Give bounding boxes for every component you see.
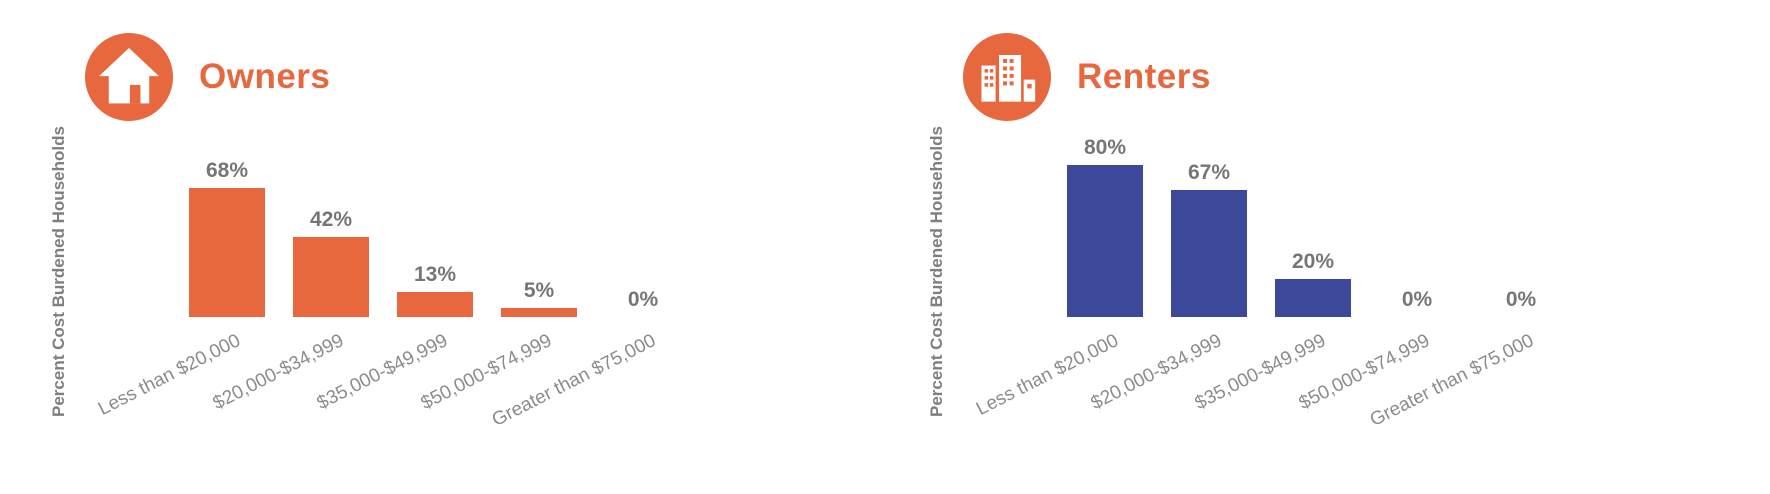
bar-value-label: 68% — [205, 158, 249, 182]
bar-column: 0% Greater than $75,000 — [1367, 288, 1538, 431]
bar-value-label: 0% — [627, 288, 659, 311]
house-icon — [85, 33, 173, 121]
bar-column: 20% $35,000-$49,999 — [1192, 117, 1365, 414]
bar-column: 42% $20,000-$34,999 — [210, 117, 383, 414]
plot-area: 80% Less than $20,000 67% $20,000-$34,999 20… — [973, 117, 1573, 431]
bar — [293, 237, 369, 317]
bar-value-label: 80% — [1083, 136, 1127, 159]
bar — [1171, 189, 1247, 317]
bar-column: 80% Less than $20,000 — [973, 117, 1157, 420]
bar — [1067, 165, 1143, 317]
bar-value-label: 20% — [1291, 250, 1335, 273]
bar-column: 5% $50,000-$74,999 — [418, 117, 591, 414]
bar — [501, 307, 577, 317]
bar-column: 0% Greater than $75,000 — [489, 288, 660, 431]
renters-chart-header: Renters — [963, 33, 1211, 121]
owners-chart: Owners Percent Cost Burdened Households … — [40, 0, 760, 494]
bar-column: 0% $50,000-$74,999 — [1295, 288, 1434, 415]
bar — [189, 187, 265, 317]
renters-chart: Renters Percent Cost Burdened Households… — [918, 0, 1638, 494]
chart-title: Owners — [199, 57, 331, 96]
owners-chart-header: Owners — [85, 33, 330, 121]
y-axis-label: Percent Cost Burdened Households — [927, 126, 946, 418]
bar-column: 67% $20,000-$34,999 — [1088, 117, 1261, 414]
bar-column: 68% Less than $20,000 — [95, 117, 279, 420]
bar-value-label: 5% — [523, 278, 555, 302]
bar-value-label: 0% — [1401, 288, 1433, 311]
chart-title: Renters — [1077, 57, 1211, 96]
plot-area: 68% Less than $20,000 42% $20,000-$34,999 13… — [95, 117, 695, 431]
bar-value-label: 67% — [1187, 160, 1231, 184]
buildings-icon — [963, 33, 1051, 121]
bar-value-label: 0% — [1505, 288, 1537, 311]
bar-column: 13% $35,000-$49,999 — [314, 117, 487, 414]
y-axis-label: Percent Cost Burdened Households — [49, 126, 68, 418]
bar — [1275, 279, 1351, 317]
bar-value-label: 42% — [309, 208, 353, 232]
bar-value-label: 13% — [413, 263, 457, 287]
bar — [397, 292, 473, 317]
